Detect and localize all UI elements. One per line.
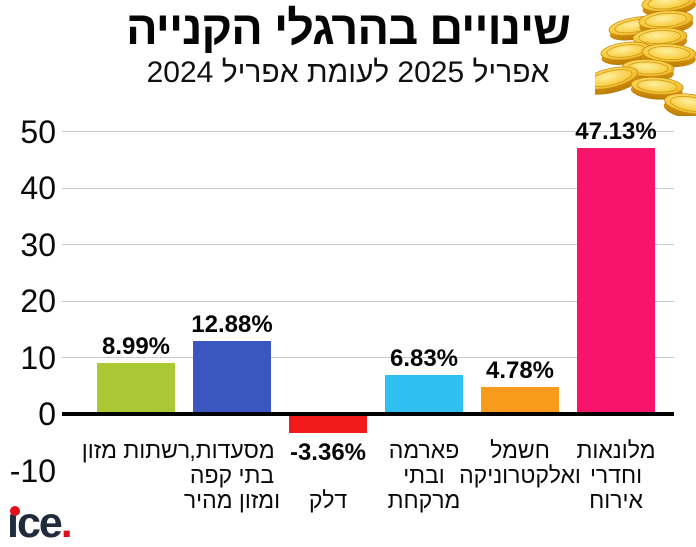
y-axis-tick-label: 0 [38,396,56,432]
page-subtitle: אפריל 2025 לעומת אפריל 2024 [146,56,550,89]
y-axis-tick-label: 40 [20,170,56,206]
bar [97,363,175,414]
page-title: שינויים בהרגלי הקנייה [125,1,571,54]
bar [289,414,367,433]
bar-value-label: 12.88% [191,311,273,339]
ice-logo: ıce. [7,499,73,547]
bar-category-label: מלונאות וחדרי אירוח [576,437,656,513]
gridline [62,300,674,302]
x-axis-line [62,412,674,416]
y-axis-tick-label: -10 [9,452,56,489]
y-axis-tick-label: 30 [20,226,56,263]
bar [577,147,655,414]
bar-category-label: דלק [308,487,348,513]
gridline [62,187,674,189]
ice-logo-period: . [60,499,73,547]
bar-value-label: 4.78% [485,356,555,384]
bar-category-label: רשתות מזון [81,437,191,463]
bar-category-label: פארמה ובתי מרקחת [387,437,461,513]
bar [481,386,559,414]
gold-coins-icon [595,0,696,116]
bar-value-label: 8.99% [101,333,171,361]
gridline [62,244,674,245]
gridline [62,357,674,358]
gridline [62,131,674,132]
bar [193,341,271,414]
y-axis-tick-label: 10 [20,339,56,376]
bar-value-label: 47.13% [575,117,657,145]
y-axis-tick-label: 20 [20,283,56,319]
bar-value-label: 6.83% [389,345,459,373]
bar [385,375,463,414]
bar-category-label: מסעדות, בתי קפה ומזון מהיר [183,437,281,513]
bar-category-label: חשמל ואלקטרוניקה [459,437,581,488]
ice-logo-red-dot-icon [10,506,20,516]
y-axis-tick-label: 50 [20,113,56,150]
bar-value-label: -3.36% [289,438,367,466]
